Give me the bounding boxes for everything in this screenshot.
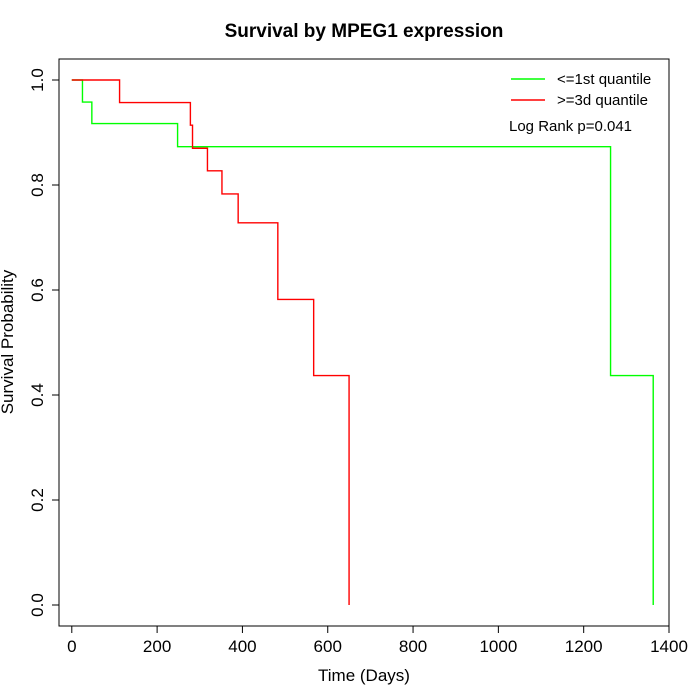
y-tick-label: 0.8 xyxy=(28,173,47,197)
y-tick-label: 0.2 xyxy=(28,488,47,512)
x-tick-label: 1400 xyxy=(650,637,688,656)
x-tick-label: 600 xyxy=(314,637,342,656)
plot-frame xyxy=(58,58,670,627)
y-tick-label: 0.4 xyxy=(28,383,47,407)
survival-curve-low xyxy=(71,79,654,605)
x-tick-label: 0 xyxy=(67,637,76,656)
legend-label-low: <=1st quantile xyxy=(557,71,651,88)
y-axis-label: Survival Probability xyxy=(0,269,17,414)
series-layer xyxy=(71,79,654,605)
x-tick-label: 800 xyxy=(399,637,427,656)
x-tick-label: 200 xyxy=(143,637,171,656)
legend: <=1st quantile >=3d quantile Log Rank p=… xyxy=(509,71,651,135)
logrank-annotation: Log Rank p=0.041 xyxy=(509,118,632,135)
survival-curve-high xyxy=(71,79,350,605)
x-tick-label: 400 xyxy=(228,637,256,656)
x-tick-label: 1000 xyxy=(479,637,517,656)
x-tick-label: 1200 xyxy=(565,637,603,656)
legend-label-high: >=3d quantile xyxy=(557,92,648,109)
x-axis: 0 200 400 600 800 1000 1200 1400 xyxy=(67,625,688,656)
chart-title: Survival by MPEG1 expression xyxy=(225,21,504,42)
y-tick-label: 0.6 xyxy=(28,278,47,302)
y-tick-label: 1.0 xyxy=(28,68,47,92)
x-axis-label: Time (Days) xyxy=(318,666,410,685)
y-axis: 0.0 0.2 0.4 0.6 0.8 1.0 xyxy=(28,68,60,617)
y-tick-label: 0.0 xyxy=(28,593,47,617)
